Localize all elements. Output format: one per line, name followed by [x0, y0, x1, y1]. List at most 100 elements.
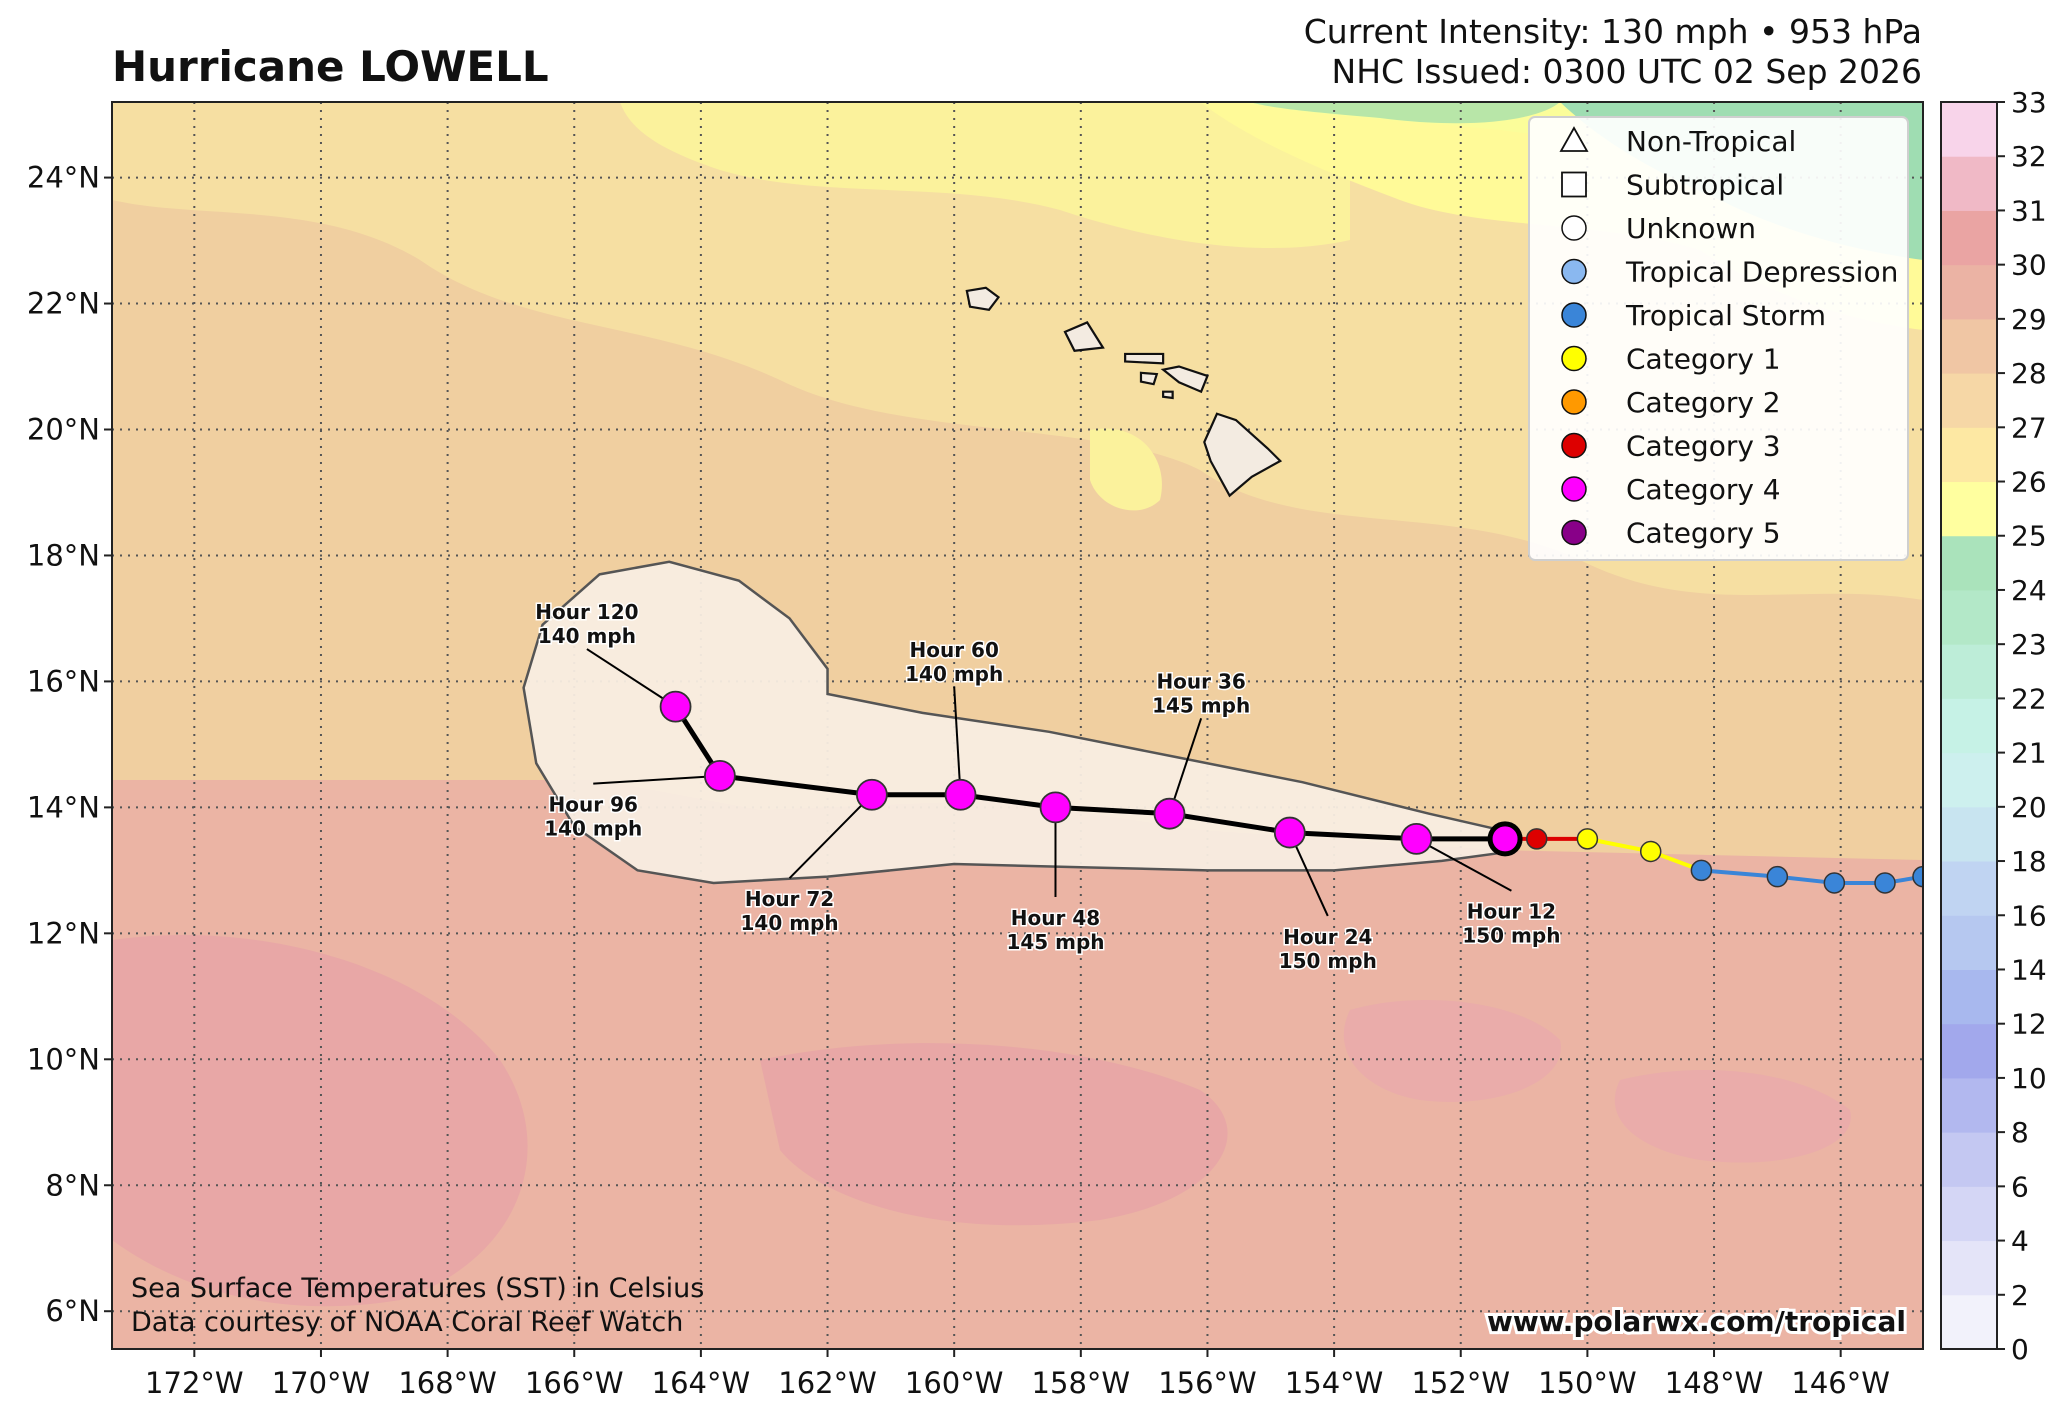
lat-tick-label: 8°N — [45, 1168, 100, 1202]
legend-item-label: Subtropical — [1626, 169, 1784, 202]
forecast-point — [1400, 822, 1433, 855]
sst-colorbar: 0246810121416182021222324252627282930313… — [1940, 86, 2047, 1366]
legend-triangle-icon — [1559, 126, 1589, 152]
legend-item-label: Non-Tropical — [1626, 125, 1796, 158]
forecast-leader-line — [1168, 717, 1203, 814]
colorbar-tick-label: 12 — [2011, 1008, 2047, 1041]
forecast-leader-line — [953, 686, 962, 795]
colorbar-tick-label: 25 — [2011, 520, 2047, 553]
lon-tick-label: 160°W — [905, 1366, 1004, 1400]
colorbar-tick-label: 24 — [2011, 574, 2047, 607]
legend-circle-icon — [1561, 258, 1587, 285]
colorbar-tick-label: 2 — [2011, 1279, 2029, 1312]
past-track-point — [1912, 865, 1923, 888]
past-track-segment — [1701, 868, 1778, 879]
past-track-point — [1639, 840, 1662, 863]
colorbar-cell — [1941, 589, 1997, 645]
hawaiian-islands — [965, 286, 1283, 498]
legend-circle-icon — [1561, 476, 1587, 502]
colorbar-cell — [1941, 969, 1997, 1025]
colorbar-tick-label: 8 — [2011, 1116, 2029, 1149]
forecast-point — [703, 759, 736, 792]
lat-tick-label: 16°N — [27, 664, 100, 698]
colorbar-tick-label: 4 — [2011, 1225, 2029, 1258]
colorbar-cell — [1941, 1240, 1997, 1296]
colorbar-tick-label: 10 — [2011, 1062, 2047, 1095]
lon-tick-label: 164°W — [652, 1366, 751, 1400]
lon-tick-label: 146°W — [1791, 1366, 1890, 1400]
lon-tick-label: 152°W — [1411, 1366, 1510, 1400]
past-track-point — [1766, 865, 1789, 888]
legend-square-icon — [1561, 171, 1587, 198]
colorbar-tick-label: 28 — [2011, 357, 2047, 390]
colorbar-cell — [1941, 210, 1997, 266]
lon-tick-label: 172°W — [145, 1366, 244, 1400]
legend-circle-icon — [1561, 519, 1587, 546]
forecast-speed-label: 145 mph — [1006, 930, 1104, 954]
lat-tick-label: 22°N — [27, 287, 100, 321]
forecast-cone — [522, 560, 1513, 885]
legend-item-label: Category 2 — [1626, 386, 1781, 419]
sst-caption-line1: Sea Surface Temperatures (SST) in Celsiu… — [131, 1273, 704, 1304]
colorbar-cell — [1941, 644, 1997, 699]
lon-tick-label: 150°W — [1538, 1366, 1637, 1400]
current-intensity: Current Intensity: 130 mph • 953 hPa — [1303, 12, 1922, 51]
forecast-speed-label: 150 mph — [1279, 949, 1377, 973]
past-track-point — [1525, 828, 1548, 850]
forecast-leader-line — [788, 794, 873, 879]
forecast-speed-label: 140 mph — [740, 911, 838, 935]
colorbar-cell — [1941, 264, 1997, 320]
legend-circle-icon — [1561, 389, 1587, 415]
colorbar-tick-label: 18 — [2011, 845, 2047, 878]
colorbar-cell — [1941, 752, 1997, 808]
colorbar-cell — [1941, 535, 1997, 591]
forecast-speed-label: 145 mph — [1152, 693, 1250, 717]
colorbar-cell — [1941, 1132, 1997, 1187]
forecast-hour-label: Hour 72 — [745, 887, 834, 911]
legend-circle-icon — [1561, 345, 1587, 372]
past-track-point — [1823, 872, 1846, 894]
forecast-point — [659, 690, 692, 723]
forecast-hour-label: Hour 96 — [549, 793, 638, 817]
lat-tick-label: 18°N — [27, 538, 100, 572]
lon-tick-label: 156°W — [1158, 1366, 1257, 1400]
legend-item-label: Category 5 — [1626, 517, 1781, 550]
lat-tick-label: 14°N — [27, 790, 100, 824]
colorbar-tick-label: 14 — [2011, 953, 2047, 986]
island — [1139, 371, 1159, 386]
lon-tick-label: 158°W — [1032, 1366, 1131, 1400]
colorbar-cell — [1941, 373, 1997, 428]
colorbar-cell — [1941, 1023, 1997, 1079]
forecast-hour-label: Hour 48 — [1011, 906, 1100, 930]
sst-caption-line2: Data courtesy of NOAA Coral Reef Watch — [131, 1307, 683, 1338]
island — [965, 286, 1001, 312]
lon-tick-label: 162°W — [778, 1366, 877, 1400]
colorbar-cell — [1941, 806, 1997, 862]
colorbar-tick-label: 31 — [2011, 194, 2047, 227]
lat-tick-label: 10°N — [27, 1042, 100, 1076]
map-title: Hurricane LOWELL — [112, 42, 549, 91]
colorbar-tick-label: 29 — [2011, 303, 2047, 336]
forecast-speed-label: 150 mph — [1462, 924, 1560, 948]
island — [1124, 352, 1165, 365]
website-watermark: www.polarwx.com/tropical — [1487, 1305, 1906, 1338]
past-track-point — [1874, 872, 1896, 894]
lat-tick-label: 20°N — [27, 412, 100, 446]
colorbar-tick-label: 30 — [2011, 249, 2047, 282]
legend-circle-icon — [1561, 215, 1587, 241]
forecast-leader-line — [593, 774, 720, 785]
colorbar-tick-label: 20 — [2011, 791, 2047, 824]
lat-tick-label: 6°N — [45, 1294, 100, 1328]
forecast-speed-label: 140 mph — [544, 817, 642, 841]
forecast-hour-label: Hour 36 — [1156, 669, 1245, 693]
colorbar-tick-label: 32 — [2011, 140, 2047, 173]
legend-item-label: Category 3 — [1626, 430, 1781, 463]
forecast-speed-label: 140 mph — [905, 662, 1003, 686]
lat-tick-label: 12°N — [27, 916, 100, 950]
forecast-point — [944, 778, 977, 811]
forecast-point — [1273, 816, 1306, 849]
past-track-point — [1690, 859, 1713, 882]
legend-item-label: Unknown — [1626, 212, 1756, 245]
forecast-hour-label: Hour 24 — [1283, 925, 1372, 949]
legend-item-label: Category 1 — [1626, 343, 1781, 376]
